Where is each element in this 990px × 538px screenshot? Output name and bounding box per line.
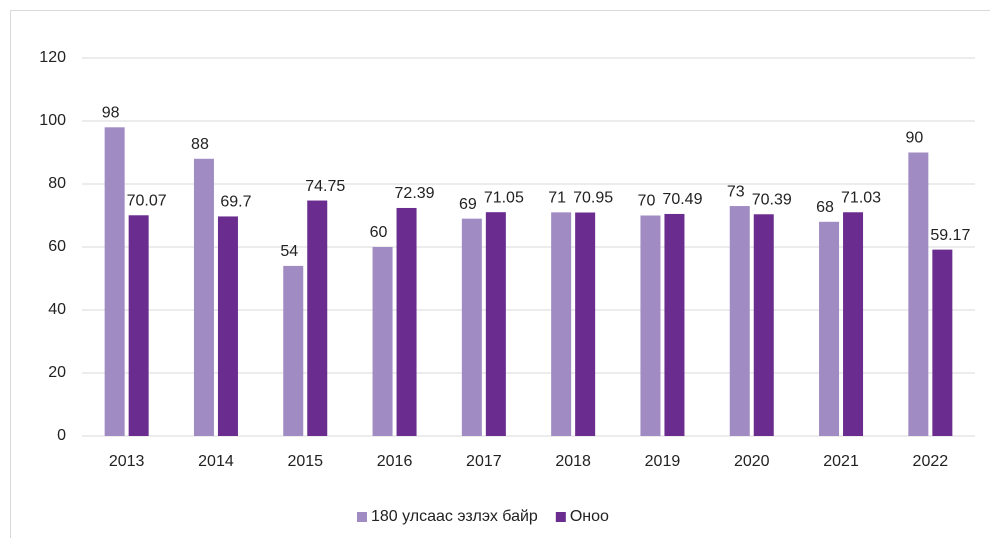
y-tick-label: 0 xyxy=(57,427,66,444)
bar xyxy=(908,152,929,436)
data-label: 72.39 xyxy=(395,185,435,202)
x-tick-label: 2021 xyxy=(823,453,859,470)
legend-label: Оноо xyxy=(570,508,609,525)
x-tick-label: 2015 xyxy=(287,453,323,470)
y-tick-label: 40 xyxy=(48,301,66,318)
y-tick-label: 120 xyxy=(39,49,66,66)
x-tick-label: 2018 xyxy=(555,453,591,470)
bar xyxy=(664,213,685,436)
data-label: 71.03 xyxy=(841,189,881,206)
bar xyxy=(932,249,953,436)
bar xyxy=(753,214,774,436)
data-label: 74.75 xyxy=(305,178,345,195)
bar xyxy=(193,158,214,437)
bar xyxy=(485,212,506,436)
x-tick-label: 2020 xyxy=(734,453,770,470)
chart-frame xyxy=(10,10,990,538)
bar xyxy=(843,212,864,436)
x-tick-label: 2014 xyxy=(198,453,234,470)
data-label: 71 xyxy=(548,190,566,207)
bar xyxy=(729,206,750,436)
data-label: 69 xyxy=(459,196,477,213)
data-label: 73 xyxy=(727,183,745,200)
bar xyxy=(575,212,596,436)
data-label: 88 xyxy=(191,136,209,153)
bar xyxy=(396,207,417,436)
data-label: 70.95 xyxy=(573,190,613,207)
data-label: 98 xyxy=(102,105,120,122)
data-label: 70.49 xyxy=(662,191,702,208)
bar xyxy=(819,221,840,436)
legend-swatch xyxy=(555,512,566,522)
bar xyxy=(307,200,328,436)
bar xyxy=(217,216,238,436)
x-tick-label: 2022 xyxy=(913,453,949,470)
data-label: 90 xyxy=(905,130,923,147)
data-label: 70.39 xyxy=(752,191,792,208)
data-label: 70.07 xyxy=(127,192,167,209)
bar xyxy=(551,212,572,436)
data-label: 59.17 xyxy=(930,227,970,244)
x-tick-label: 2019 xyxy=(645,453,681,470)
x-tick-label: 2017 xyxy=(466,453,502,470)
legend-swatch xyxy=(357,512,367,522)
y-tick-label: 100 xyxy=(39,112,66,129)
bar xyxy=(372,247,393,436)
y-tick-label: 80 xyxy=(48,175,66,192)
bar xyxy=(128,215,149,436)
data-label: 54 xyxy=(280,243,298,260)
legend-label: 180 улсаас эзлэх байр xyxy=(371,508,538,525)
y-tick-label: 20 xyxy=(48,364,66,381)
bar xyxy=(283,265,304,436)
data-label: 71.05 xyxy=(484,189,524,206)
data-label: 69.7 xyxy=(220,194,251,211)
bar xyxy=(104,127,125,437)
x-tick-label: 2016 xyxy=(377,453,413,470)
bar xyxy=(461,218,482,436)
y-tick-label: 60 xyxy=(48,238,66,255)
data-label: 68 xyxy=(816,199,834,216)
data-label: 60 xyxy=(370,224,388,241)
x-tick-label: 2013 xyxy=(109,453,145,470)
data-label: 70 xyxy=(638,193,656,210)
bar xyxy=(640,215,661,436)
